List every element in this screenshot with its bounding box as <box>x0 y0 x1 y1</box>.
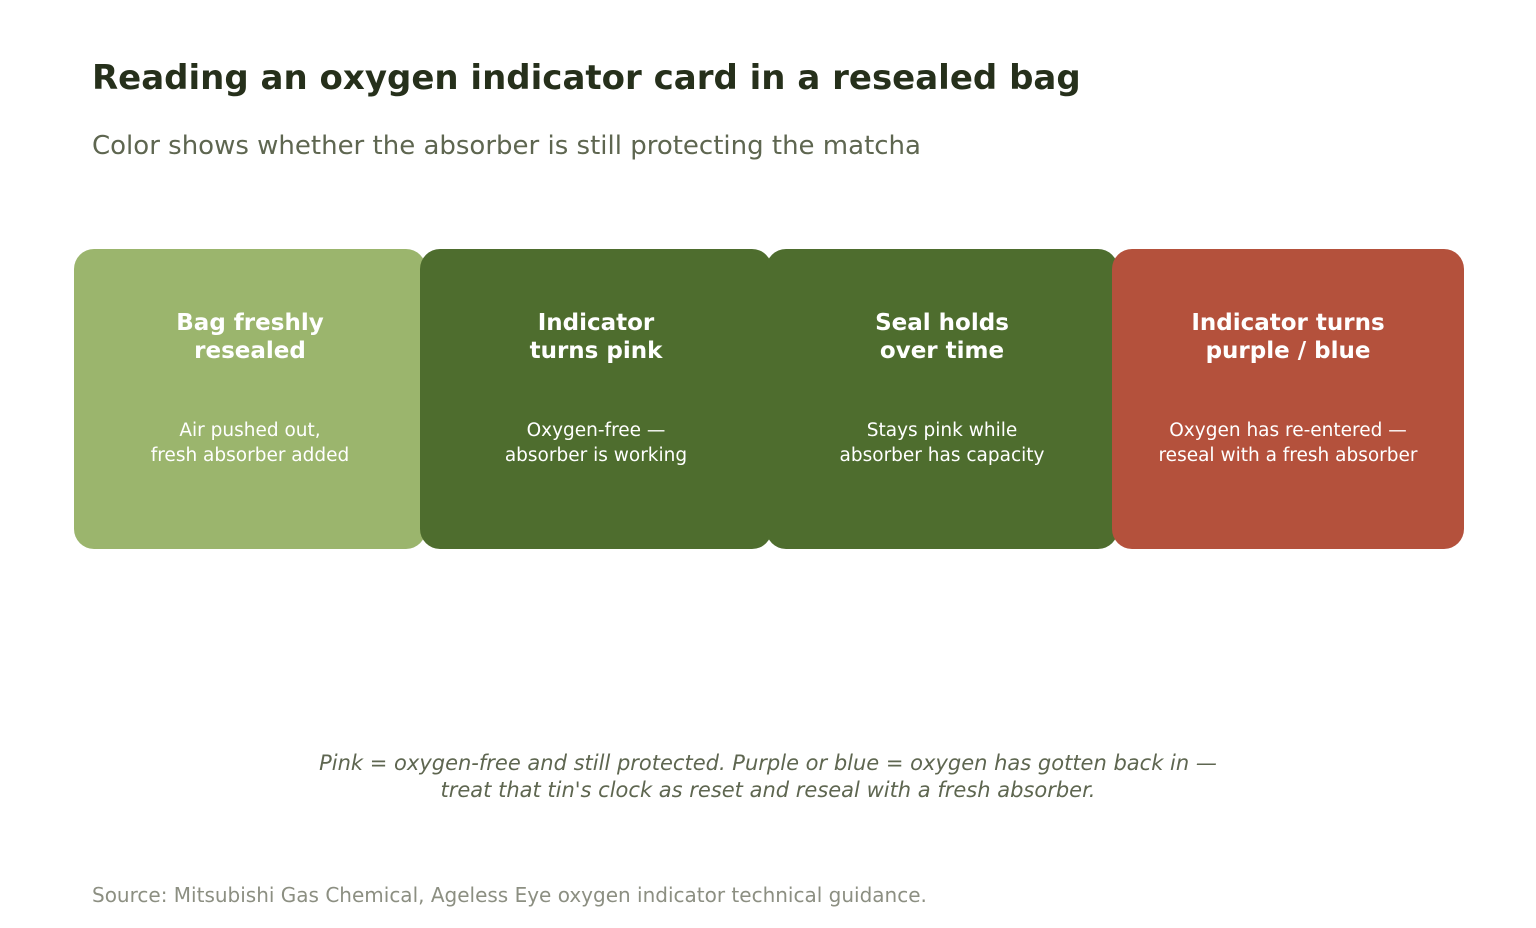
indicator-steps: Bag freshly resealed Air pushed out, fre… <box>74 249 1464 549</box>
diagram-subtitle: Color shows whether the absorber is stil… <box>92 131 921 161</box>
step-description: Stays pink while absorber has capacity <box>839 420 1045 466</box>
step-title: Indicator turns pink <box>529 310 663 364</box>
step-card-bag-resealed: Bag freshly resealed Air pushed out, fre… <box>74 249 426 549</box>
source-citation: Source: Mitsubishi Gas Chemical, Ageless… <box>92 883 927 907</box>
step-card-turns-pink: Indicator turns pink Oxygen-free — absor… <box>420 249 772 549</box>
diagram-title: Reading an oxygen indicator card in a re… <box>92 58 1081 98</box>
step-title: Bag freshly resealed <box>176 310 324 364</box>
step-card-seal-holds: Seal holds over time Stays pink while ab… <box>766 249 1118 549</box>
interpretation-note: Pink = oxygen-free and still protected. … <box>319 751 1217 802</box>
step-description: Air pushed out, fresh absorber added <box>150 420 350 466</box>
step-card-turns-purple-blue: Indicator turns purple / blue Oxygen has… <box>1112 249 1464 549</box>
step-title: Indicator turns purple / blue <box>1191 310 1385 364</box>
step-description: Oxygen-free — absorber is working <box>504 420 688 466</box>
step-title: Seal holds over time <box>875 310 1009 364</box>
step-description: Oxygen has re-entered — reseal with a fr… <box>1158 420 1418 466</box>
